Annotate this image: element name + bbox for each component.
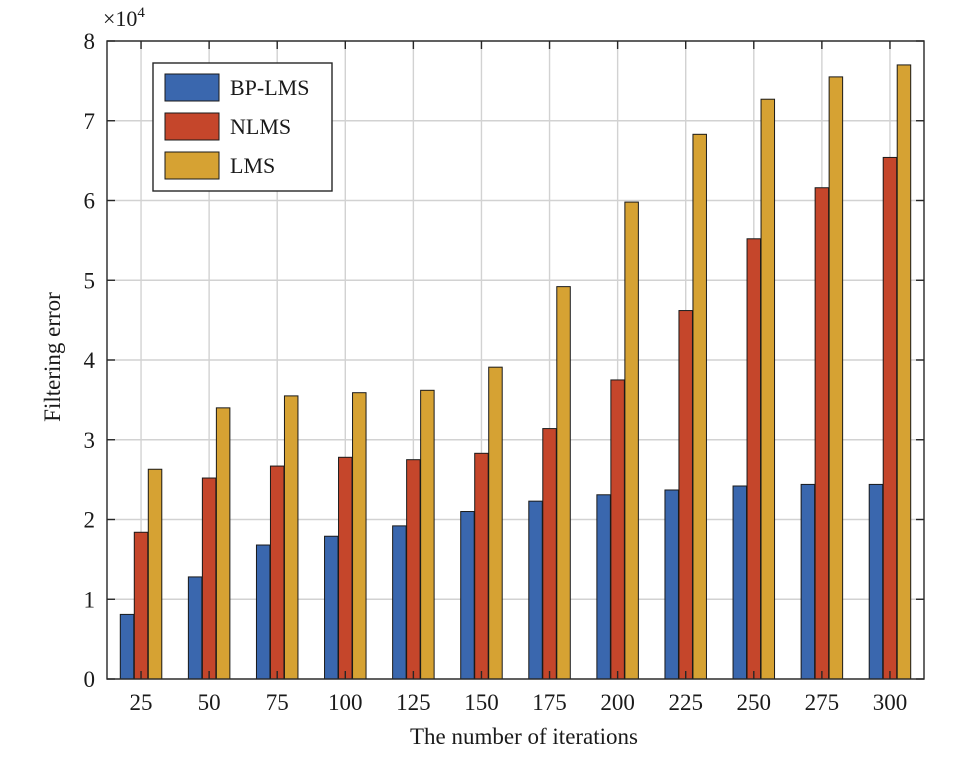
x-axis-label: The number of iterations: [410, 724, 638, 749]
bar-bp-lms-25: [119, 613, 135, 680]
bar-bp-lms-225: [664, 489, 679, 680]
bar-nlms-225: [678, 310, 693, 680]
bar-bp-lms-125: [392, 525, 407, 680]
bar-nlms-125: [406, 459, 421, 680]
bar-lms-300: [896, 64, 912, 680]
y-tick-labels: 0 1 2 3 4 5 6 7 8: [84, 29, 96, 692]
y-tick-label: 5: [84, 268, 96, 293]
legend-swatch-lms: [164, 151, 220, 180]
y-tick-label: 8: [84, 29, 96, 54]
x-tick-label: 125: [396, 690, 431, 715]
bars-group: [119, 64, 912, 680]
y-multiplier-base: ×10: [103, 6, 137, 31]
x-tick-label: 200: [600, 690, 635, 715]
bar-bp-lms-100: [324, 535, 339, 680]
bar-nlms-100: [338, 456, 353, 680]
bar-nlms-250: [746, 238, 762, 680]
bar-nlms-25: [133, 531, 149, 680]
bar-nlms-50: [201, 477, 217, 680]
legend-swatch-nlms: [164, 112, 220, 141]
bar-bp-lms-75: [255, 544, 271, 680]
bar-lms-100: [352, 392, 367, 680]
bar-lms-150: [488, 366, 503, 680]
bar-nlms-150: [474, 452, 489, 680]
y-tick-label: 3: [84, 428, 96, 453]
y-axis-multiplier: ×104: [103, 5, 145, 31]
bar-bp-lms-300: [868, 483, 884, 680]
bar-lms-125: [420, 389, 435, 680]
bar-nlms-275: [814, 187, 830, 680]
y-tick-label: 2: [84, 508, 96, 533]
bar-lms-225: [692, 133, 707, 680]
x-tick-labels: 25 50 75 100 125 150 175 200 225 250 275 300: [130, 690, 908, 715]
bar-lms-200: [624, 201, 639, 680]
y-tick-label: 4: [84, 348, 96, 373]
x-tick-label: 275: [805, 690, 840, 715]
x-tick-label: 100: [328, 690, 363, 715]
bar-bp-lms-150: [460, 511, 475, 680]
bar-bp-lms-200: [596, 494, 611, 680]
y-tick-label: 0: [84, 667, 96, 692]
x-tick-label: 50: [198, 690, 221, 715]
x-tick-label: 225: [668, 690, 703, 715]
bar-nlms-75: [269, 465, 285, 680]
legend-label-bp-lms: BP-LMS: [230, 75, 309, 100]
bar-nlms-175: [542, 428, 557, 680]
x-tick-label: 300: [873, 690, 908, 715]
legend-label-lms: LMS: [230, 153, 275, 178]
legend: BP-LMS NLMS LMS: [152, 62, 333, 192]
bar-bp-lms-275: [800, 483, 816, 680]
legend-label-nlms: NLMS: [230, 114, 291, 139]
y-axis-label: Filtering error: [40, 292, 65, 422]
y-tick-label: 7: [84, 109, 96, 134]
y-multiplier-exponent: 4: [137, 5, 145, 21]
bar-lms-75: [283, 395, 299, 680]
bar-lms-50: [215, 407, 231, 680]
bar-lms-250: [760, 98, 776, 680]
bar-nlms-200: [610, 379, 625, 680]
bar-bp-lms-250: [732, 485, 748, 680]
bar-nlms-300: [882, 156, 898, 680]
x-tick-label: 150: [464, 690, 499, 715]
bar-lms-275: [828, 76, 844, 680]
x-tick-label: 250: [737, 690, 772, 715]
bar-bp-lms-50: [187, 576, 203, 680]
legend-swatch-bp-lms: [164, 73, 220, 102]
axes-frame: [106, 40, 925, 680]
bar-lms-175: [556, 286, 571, 680]
y-tick-label: 6: [84, 189, 96, 214]
bar-bp-lms-175: [528, 500, 543, 680]
x-tick-label: 25: [130, 690, 153, 715]
y-tick-label: 1: [84, 587, 96, 612]
x-tick-label: 75: [266, 690, 289, 715]
x-tick-label: 175: [532, 690, 567, 715]
bar-lms-25: [147, 468, 163, 680]
